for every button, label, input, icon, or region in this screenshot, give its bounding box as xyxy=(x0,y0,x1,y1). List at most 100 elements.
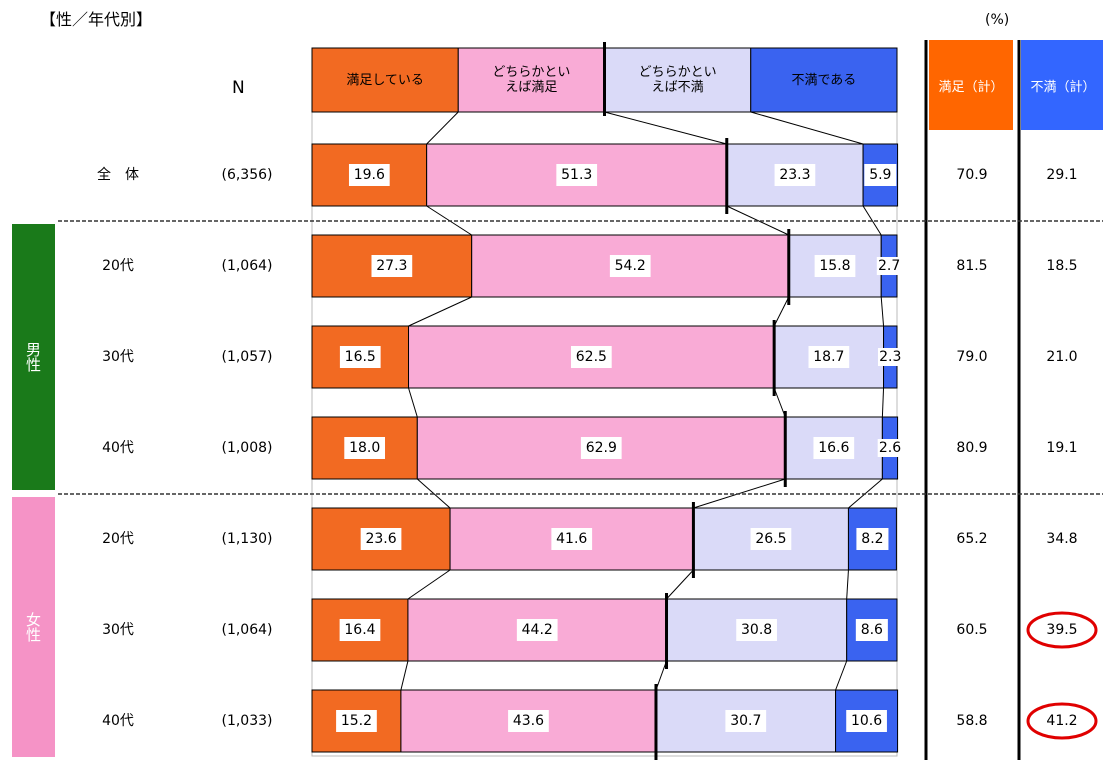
value-label: 18.0 xyxy=(349,440,380,456)
category-label: 30代 xyxy=(102,622,134,638)
value-label-bg xyxy=(609,255,651,277)
n-header: N xyxy=(232,78,245,98)
connector xyxy=(407,569,451,600)
value-label: 15.2 xyxy=(341,713,372,729)
legend-swatch xyxy=(311,47,459,113)
value-label: 44.2 xyxy=(522,622,553,638)
unit: (%) xyxy=(985,12,1010,28)
legend-text: どちらかといえば不満 xyxy=(638,65,717,95)
value-label-bg xyxy=(551,528,593,550)
title: 【性／年代別】 xyxy=(40,10,153,29)
connector xyxy=(666,569,694,600)
summary-header xyxy=(1021,40,1103,130)
summary-value: 39.5 xyxy=(1046,622,1077,638)
value-label-bg xyxy=(339,619,381,641)
value-label-bg xyxy=(877,439,903,457)
n-label: (1,064) xyxy=(221,622,272,638)
value-label-bg xyxy=(339,346,381,368)
category-label: 40代 xyxy=(102,440,134,456)
connector xyxy=(604,111,727,145)
value-label: 26.5 xyxy=(755,531,786,547)
value-label: 16.5 xyxy=(345,349,376,365)
n-label: (1,064) xyxy=(221,258,272,274)
value-label-bg xyxy=(864,164,897,186)
group-box xyxy=(12,224,55,490)
legend-label: どちらかといえば不満 xyxy=(605,48,751,112)
highlight-circle xyxy=(1026,702,1098,740)
connector xyxy=(880,296,885,327)
value-label: 16.4 xyxy=(344,622,375,638)
legend-swatch xyxy=(457,47,605,113)
connector xyxy=(773,296,790,327)
value-label-bg xyxy=(556,164,598,186)
legend-text: 満足している xyxy=(346,72,424,88)
category-label: 全 体 xyxy=(97,166,139,183)
value-label: 41.6 xyxy=(556,531,587,547)
group-label: 男性 xyxy=(24,342,42,372)
connector xyxy=(408,387,418,418)
value-label-bg xyxy=(774,164,816,186)
summary-value: 58.8 xyxy=(956,713,987,729)
category-label: 20代 xyxy=(102,258,134,274)
legend-label: どちらかといえば満足 xyxy=(458,48,604,112)
legend-text: 不満である xyxy=(791,72,857,88)
summary-value: 80.9 xyxy=(956,440,987,456)
summary-value: 19.1 xyxy=(1046,440,1077,456)
bar-segment xyxy=(311,234,473,298)
summary-value: 34.8 xyxy=(1046,531,1077,547)
n-label: (1,008) xyxy=(221,440,272,456)
connector xyxy=(408,296,472,327)
category-label: 20代 xyxy=(102,531,134,547)
summary-value: 81.5 xyxy=(956,258,987,274)
summary-header-label: 満足（計） xyxy=(938,79,1004,95)
value-label-bg xyxy=(360,528,402,550)
value-label-bg xyxy=(814,255,856,277)
summary-header xyxy=(929,40,1013,130)
value-label-bg xyxy=(877,348,903,366)
value-label-bg xyxy=(580,437,622,459)
value-label-bg xyxy=(344,437,386,459)
summary-value: 41.2 xyxy=(1046,713,1077,729)
value-label: 43.6 xyxy=(513,713,544,729)
connector xyxy=(881,387,885,418)
connector xyxy=(862,205,882,236)
value-label-bg xyxy=(855,619,888,641)
value-label: 23.6 xyxy=(365,531,396,547)
value-label: 2.6 xyxy=(879,440,901,456)
value-label-bg xyxy=(725,710,767,732)
value-label-bg xyxy=(808,346,850,368)
summary-value: 21.0 xyxy=(1046,349,1077,365)
value-label-bg xyxy=(336,710,377,732)
value-label: 62.5 xyxy=(576,349,607,365)
value-label: 51.3 xyxy=(561,167,592,183)
n-label: (1,057) xyxy=(221,349,272,365)
value-label: 16.6 xyxy=(818,440,849,456)
connector xyxy=(846,569,849,600)
value-label: 19.6 xyxy=(354,167,385,183)
value-label: 8.2 xyxy=(861,531,883,547)
summary-value: 65.2 xyxy=(956,531,987,547)
summary-value: 29.1 xyxy=(1046,167,1077,183)
n-label: (1,033) xyxy=(221,713,272,729)
connector xyxy=(400,660,409,691)
value-label-bg xyxy=(516,619,558,641)
connector xyxy=(835,660,848,691)
value-label-bg xyxy=(736,619,777,641)
value-label: 15.8 xyxy=(819,258,850,274)
value-label-bg xyxy=(348,164,390,186)
value-label-bg xyxy=(570,346,612,368)
group-label: 女性 xyxy=(24,612,42,642)
value-label: 30.7 xyxy=(730,713,761,729)
summary-value: 18.5 xyxy=(1046,258,1077,274)
value-label: 27.3 xyxy=(376,258,407,274)
legend-text: どちらかといえば満足 xyxy=(492,65,571,95)
value-label-bg xyxy=(813,437,855,459)
n-label: (1,130) xyxy=(221,531,272,547)
legend-label: 不満である xyxy=(751,48,897,112)
value-label: 30.8 xyxy=(741,622,772,638)
summary-header-label: 不満（計） xyxy=(1030,79,1096,95)
value-label-bg xyxy=(876,257,902,275)
value-label: 62.9 xyxy=(586,440,617,456)
